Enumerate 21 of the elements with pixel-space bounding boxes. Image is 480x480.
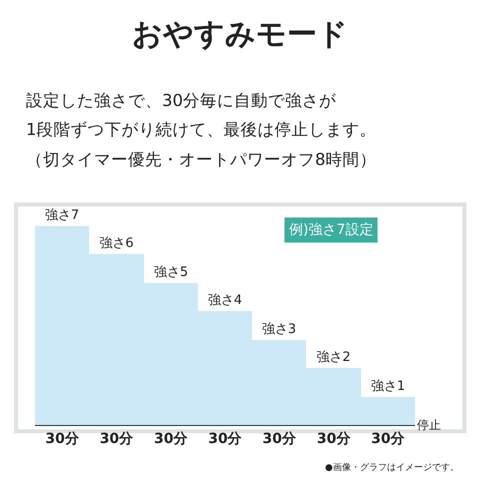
x-tick-label: 30分 (45, 430, 80, 447)
data-label: 強さ6 (99, 236, 134, 251)
annotation: 例)強さ7設定 (289, 222, 374, 238)
x-tick-label: 30分 (100, 430, 134, 447)
chart-subtitle: 設定した強さで、30分毎に自動で強さが (26, 91, 337, 110)
text: 1段階ずつ下がり続けて、最後は停止します。 (26, 120, 376, 139)
x-tick-label: 30分 (316, 430, 352, 447)
text: ●画像・グラフはイメージです。 (325, 462, 459, 473)
text: 停止 (417, 418, 441, 432)
x-tick-label: 30分 (371, 430, 406, 447)
data-label: 強さ3 (262, 322, 296, 337)
data-label: 強さ1 (370, 379, 406, 394)
data-label: 強さ7 (44, 208, 80, 223)
x-tick-label: 30分 (154, 430, 188, 447)
data-label: 強さ4 (208, 293, 242, 308)
data-label: 強さ2 (316, 350, 351, 365)
chart-title: おやすみモード (132, 17, 348, 52)
data-label: 強さ5 (154, 265, 188, 280)
x-tick-label: 30分 (262, 430, 298, 447)
text: （切タイマー優先・オートパワーオフ8時間） (26, 150, 376, 169)
x-tick-label: 30分 (208, 430, 243, 447)
